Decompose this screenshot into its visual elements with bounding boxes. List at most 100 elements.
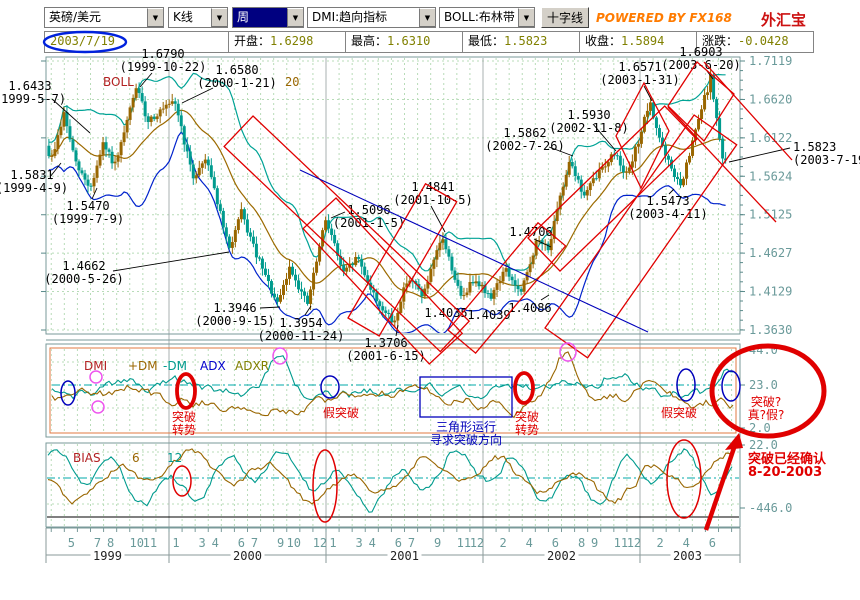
svg-text:1.4129: 1.4129 <box>749 285 792 299</box>
svg-text:11: 11 <box>143 536 157 550</box>
chevron-down-icon[interactable]: ▼ <box>147 8 163 27</box>
high-value: 1.6310 <box>387 34 431 48</box>
svg-text:2: 2 <box>656 536 663 550</box>
svg-text:4: 4 <box>526 536 533 550</box>
svg-text:7: 7 <box>251 536 258 550</box>
open-field: 开盘：1.6298 <box>228 31 346 53</box>
svg-text:3: 3 <box>199 536 206 550</box>
svg-text:5: 5 <box>68 536 75 550</box>
svg-text:假突破: 假突破 <box>661 405 697 420</box>
svg-text:9: 9 <box>591 536 598 550</box>
low-value: 1.5823 <box>504 34 548 48</box>
svg-text:(2000-11-24): (2000-11-24) <box>258 329 345 343</box>
svg-text:6: 6 <box>709 536 716 550</box>
symbol-select-value: 英磅/美元 <box>49 10 102 24</box>
svg-text:(1999-10-22): (1999-10-22) <box>120 60 207 74</box>
chart-type-select[interactable]: K线 ▼ <box>168 7 228 28</box>
svg-text:44.0: 44.0 <box>749 343 778 357</box>
svg-text:假突破: 假突破 <box>323 405 359 420</box>
svg-text:1.4035: 1.4035 <box>424 306 467 320</box>
price-annotations: 1.6433(1999-5-7)1.5831(1999-4-9)1.5470(1… <box>0 45 860 363</box>
svg-text:(2003-1-31): (2003-1-31) <box>600 73 679 87</box>
brand-label: 外汇宝 <box>761 11 807 29</box>
svg-text:3: 3 <box>356 536 363 550</box>
svg-text:1.5125: 1.5125 <box>749 208 792 222</box>
svg-text:1.7119: 1.7119 <box>749 54 792 68</box>
svg-text:-446.0: -446.0 <box>749 501 792 515</box>
svg-text:1.3954: 1.3954 <box>279 316 322 330</box>
svg-text:(2001-1-5): (2001-1-5) <box>333 216 405 230</box>
chevron-down-icon[interactable]: ▼ <box>287 8 303 27</box>
svg-text:2.0: 2.0 <box>749 421 771 435</box>
band-indicator-select[interactable]: BOLL:布林带 ▼ <box>439 7 535 28</box>
chevron-down-icon[interactable]: ▼ <box>419 8 435 27</box>
svg-text:2000: 2000 <box>233 549 262 563</box>
svg-text:1.5470: 1.5470 <box>66 199 109 213</box>
svg-text:8: 8 <box>107 536 114 550</box>
svg-text:6: 6 <box>552 536 559 550</box>
svg-text:突破?: 突破? <box>751 394 781 409</box>
svg-text:1.4662: 1.4662 <box>62 259 105 273</box>
trend-indicator-select[interactable]: DMI:趋向指标 ▼ <box>307 7 436 28</box>
svg-text:4: 4 <box>683 536 690 550</box>
svg-text:12: 12 <box>470 536 484 550</box>
svg-text:23.0: 23.0 <box>749 378 778 392</box>
svg-text:7: 7 <box>408 536 415 550</box>
period-select-value: 周 <box>233 8 287 27</box>
hand-drawn-annotations: 突破转势假突破三角形运行寻求突破方向突破转势假突破突破?真?假?突破已经确认8-… <box>60 61 827 531</box>
svg-text:10: 10 <box>130 536 144 550</box>
svg-text:1.3946: 1.3946 <box>213 301 256 315</box>
year-separator-lines <box>168 58 641 562</box>
svg-text:1.6571: 1.6571 <box>618 60 661 74</box>
svg-text:1.5930: 1.5930 <box>567 108 610 122</box>
svg-text:转势: 转势 <box>172 422 196 437</box>
svg-text:(2003-7-19): (2003-7-19) <box>793 153 860 167</box>
svg-text:9: 9 <box>434 536 441 550</box>
svg-text:1.3630: 1.3630 <box>749 323 792 337</box>
svg-text:1.6122: 1.6122 <box>749 131 792 145</box>
svg-text:(2003-6-20): (2003-6-20) <box>661 58 740 72</box>
svg-text:BIAS: BIAS <box>73 451 101 465</box>
trend-indicator-select-value: DMI:趋向指标 <box>312 10 388 24</box>
svg-text:1999: 1999 <box>93 549 122 563</box>
close-field: 收盘：1.5894 <box>579 31 697 53</box>
svg-text:1.5473: 1.5473 <box>646 194 689 208</box>
indicator-legends: BOLL 20 DMI +DM -DM ADX ADXR BIAS 6 12 <box>73 75 299 465</box>
low-field: 最低：1.5823 <box>462 31 580 53</box>
svg-text:1.4841: 1.4841 <box>411 180 454 194</box>
date-field: 2003/7/19 <box>44 31 229 53</box>
svg-text:2002: 2002 <box>547 549 576 563</box>
svg-text:(2001-10-5): (2001-10-5) <box>393 193 472 207</box>
svg-text:1.6580: 1.6580 <box>215 63 258 77</box>
svg-text:(1999-5-7): (1999-5-7) <box>0 92 66 106</box>
svg-text:寻求突破方向: 寻求突破方向 <box>430 432 502 447</box>
svg-text:1.5823: 1.5823 <box>793 140 836 154</box>
svg-text:10: 10 <box>287 536 301 550</box>
svg-text:1.6620: 1.6620 <box>749 92 792 106</box>
svg-text:(2000-9-15): (2000-9-15) <box>195 314 274 328</box>
crosshair-button[interactable]: 十字线 <box>541 7 589 28</box>
chevron-down-icon[interactable]: ▼ <box>211 8 227 27</box>
symbol-select[interactable]: 英磅/美元 ▼ <box>44 7 164 28</box>
axis-labels: 1.7119 1.6620 1.6122 1.5624 1.5125 1.4627 1.41… <box>749 54 792 515</box>
svg-text:1.5096: 1.5096 <box>347 203 390 217</box>
svg-text:6: 6 <box>238 536 245 550</box>
candlestick-series <box>47 67 728 328</box>
svg-text:突破: 突破 <box>172 409 196 424</box>
high-field: 最高：1.6310 <box>345 31 463 53</box>
svg-text:(2000-1-21): (2000-1-21) <box>197 76 276 90</box>
svg-text:22.0: 22.0 <box>749 438 778 452</box>
svg-text:1.4706: 1.4706 <box>509 225 552 239</box>
svg-text:2003: 2003 <box>673 549 702 563</box>
svg-text:(2001-6-15): (2001-6-15) <box>346 349 425 363</box>
svg-text:(2000-5-26): (2000-5-26) <box>44 272 123 286</box>
chevron-down-icon[interactable]: ▼ <box>518 8 534 27</box>
period-select[interactable]: 周 ▼ <box>232 7 304 28</box>
svg-text:-DM: -DM <box>163 359 187 373</box>
svg-text:8: 8 <box>578 536 585 550</box>
svg-text:1.5831: 1.5831 <box>10 168 53 182</box>
svg-text:BOLL: BOLL <box>103 75 134 89</box>
